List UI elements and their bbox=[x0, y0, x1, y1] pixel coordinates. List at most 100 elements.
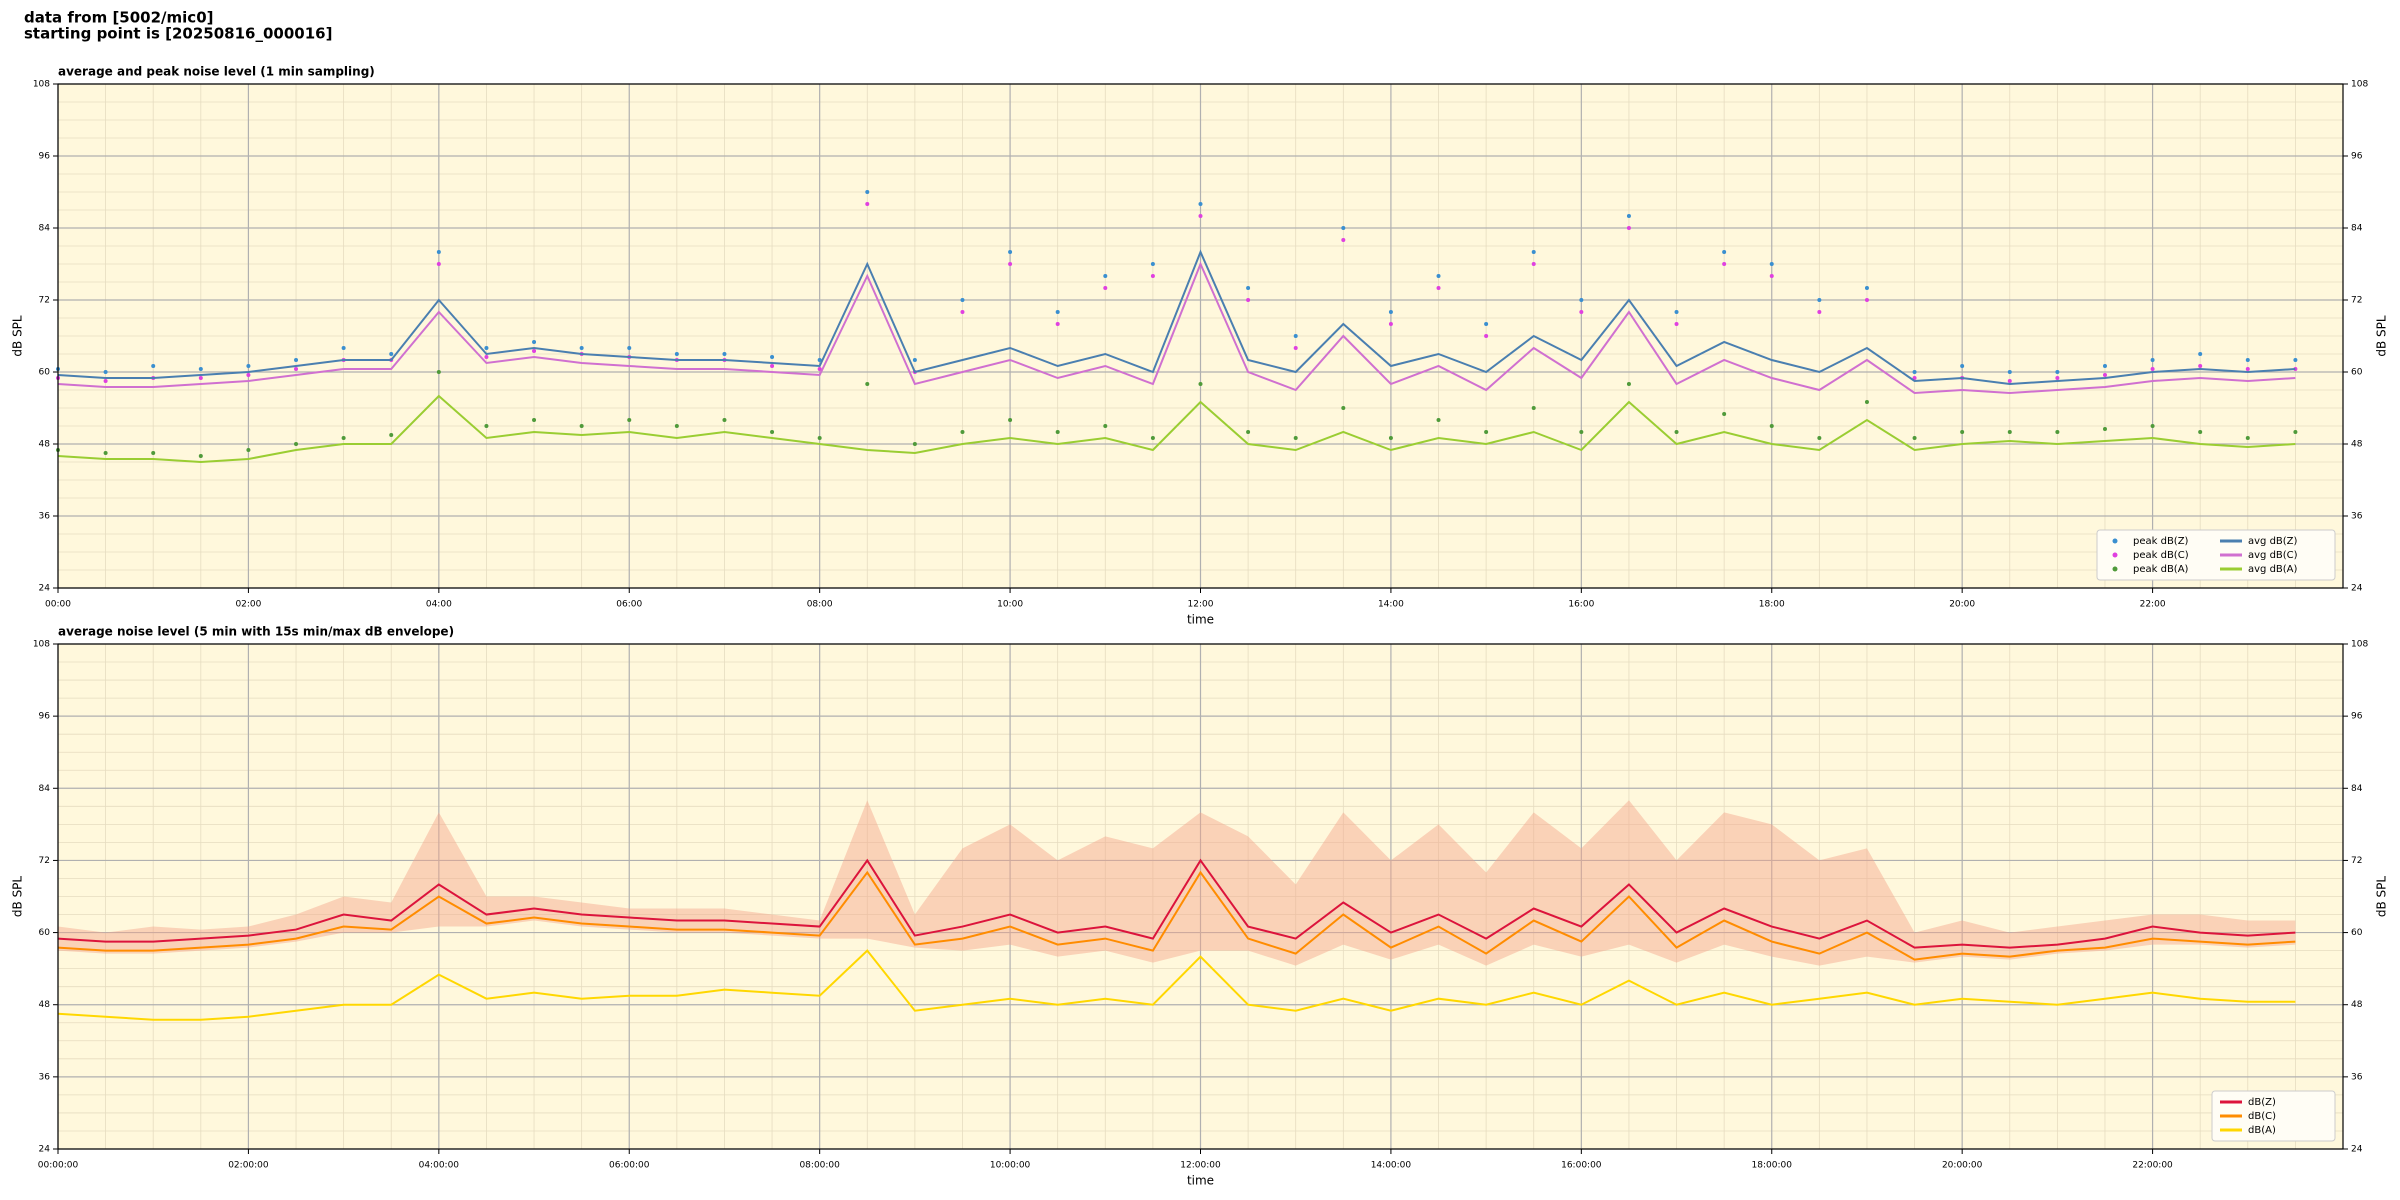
data-point bbox=[341, 346, 346, 350]
data-point bbox=[674, 424, 679, 428]
x-tick-label: 08:00:00 bbox=[799, 1161, 840, 1171]
data-point bbox=[627, 418, 632, 422]
data-point bbox=[960, 298, 965, 302]
legend-label: avg dB(A) bbox=[2248, 564, 2298, 575]
data-point bbox=[436, 250, 441, 254]
x-tick-label: 08:00 bbox=[807, 600, 833, 610]
legend-label: dB(A) bbox=[2248, 1125, 2276, 1136]
legend-label: dB(Z) bbox=[2248, 1097, 2276, 1108]
data-point bbox=[198, 454, 203, 458]
data-point bbox=[2198, 364, 2203, 368]
data-point bbox=[722, 418, 727, 422]
y-axis-label: dB SPL bbox=[11, 876, 25, 918]
data-point bbox=[1150, 274, 1155, 278]
data-point bbox=[1055, 310, 1060, 314]
data-point bbox=[1817, 298, 1822, 302]
y-tick-label: 72 bbox=[2351, 296, 2362, 306]
x-tick-label: 14:00 bbox=[1378, 600, 1404, 610]
data-point bbox=[2007, 379, 2012, 383]
data-point bbox=[1055, 430, 1060, 434]
data-point bbox=[151, 451, 156, 455]
y-tick-label: 84 bbox=[2351, 784, 2363, 794]
data-point bbox=[1198, 382, 1203, 386]
x-tick-label: 00:00 bbox=[45, 600, 71, 610]
y-tick-label: 24 bbox=[39, 1145, 51, 1155]
y-tick-label: 96 bbox=[39, 712, 51, 722]
data-point bbox=[246, 448, 251, 452]
data-point bbox=[1864, 400, 1869, 404]
y-tick-label: 48 bbox=[2351, 1000, 2363, 1010]
data-point bbox=[2198, 352, 2203, 356]
data-point bbox=[1960, 364, 1965, 368]
y-tick-label: 60 bbox=[2351, 368, 2363, 378]
legend-marker bbox=[2112, 538, 2118, 544]
envelope-area bbox=[58, 800, 2296, 966]
data-point bbox=[1341, 226, 1346, 230]
data-point bbox=[2245, 358, 2250, 362]
y-tick-label: 84 bbox=[2351, 224, 2363, 234]
data-point bbox=[960, 430, 965, 434]
data-point bbox=[770, 430, 775, 434]
y-tick-label: 108 bbox=[2351, 640, 2368, 650]
data-point bbox=[1531, 406, 1536, 410]
x-tick-label: 02:00:00 bbox=[228, 1161, 269, 1171]
legend-label: peak dB(Z) bbox=[2133, 536, 2189, 547]
x-tick-label: 22:00 bbox=[2140, 600, 2166, 610]
y-tick-label: 96 bbox=[39, 152, 51, 162]
data-point bbox=[1912, 376, 1917, 380]
data-line bbox=[57, 249, 2296, 386]
data-point bbox=[198, 376, 203, 380]
y-axis-label: dB SPL bbox=[2375, 876, 2389, 918]
chart: average noise level (5 min with 15s min/… bbox=[11, 625, 2389, 1188]
y-tick-label: 60 bbox=[2351, 928, 2363, 938]
data-point bbox=[436, 262, 441, 266]
x-tick-label: 12:00 bbox=[1188, 600, 1214, 610]
data-point bbox=[1626, 226, 1631, 230]
x-tick-label: 04:00 bbox=[426, 600, 452, 610]
x-tick-label: 02:00 bbox=[235, 600, 261, 610]
x-tick-label: 14:00:00 bbox=[1371, 1161, 1412, 1171]
data-point bbox=[1341, 238, 1346, 242]
data-point bbox=[1817, 310, 1822, 314]
data-point bbox=[2055, 376, 2060, 380]
data-point bbox=[1626, 382, 1631, 386]
y-axis-label: dB SPL bbox=[11, 315, 25, 357]
data-point bbox=[722, 352, 727, 356]
data-point bbox=[1722, 262, 1727, 266]
y-tick-label: 96 bbox=[2351, 152, 2363, 162]
legend-label: peak dB(C) bbox=[2133, 550, 2189, 561]
data-point bbox=[912, 442, 917, 446]
x-tick-label: 20:00:00 bbox=[1942, 1161, 1983, 1171]
data-point bbox=[1008, 418, 1013, 422]
data-point bbox=[1388, 310, 1393, 314]
data-point bbox=[1769, 424, 1774, 428]
y-tick-label: 108 bbox=[2351, 80, 2368, 90]
data-point bbox=[1198, 214, 1203, 218]
x-tick-label: 22:00:00 bbox=[2132, 1161, 2173, 1171]
data-point bbox=[1864, 298, 1869, 302]
data-point bbox=[1055, 322, 1060, 326]
data-point bbox=[1246, 430, 1251, 434]
x-tick-label: 00:00:00 bbox=[38, 1161, 79, 1171]
data-point bbox=[1008, 250, 1013, 254]
data-line bbox=[57, 261, 2296, 395]
data-point bbox=[1150, 262, 1155, 266]
data-point bbox=[1484, 430, 1489, 434]
y-tick-label: 96 bbox=[2351, 712, 2363, 722]
data-point bbox=[1579, 430, 1584, 434]
y-tick-label: 72 bbox=[39, 856, 50, 866]
data-point bbox=[1864, 286, 1869, 290]
data-point bbox=[674, 352, 679, 356]
data-point bbox=[2150, 358, 2155, 362]
data-point bbox=[1103, 286, 1108, 290]
x-tick-label: 10:00:00 bbox=[990, 1161, 1031, 1171]
x-tick-label: 06:00 bbox=[616, 600, 642, 610]
data-point bbox=[2102, 364, 2107, 368]
data-point bbox=[1293, 334, 1298, 338]
x-tick-label: 04:00:00 bbox=[419, 1161, 460, 1171]
data-point bbox=[436, 370, 441, 374]
y-tick-label: 24 bbox=[2351, 1145, 2363, 1155]
legend-box bbox=[2096, 529, 2336, 581]
data-point bbox=[1008, 262, 1013, 266]
y-tick-label: 48 bbox=[2351, 440, 2363, 450]
